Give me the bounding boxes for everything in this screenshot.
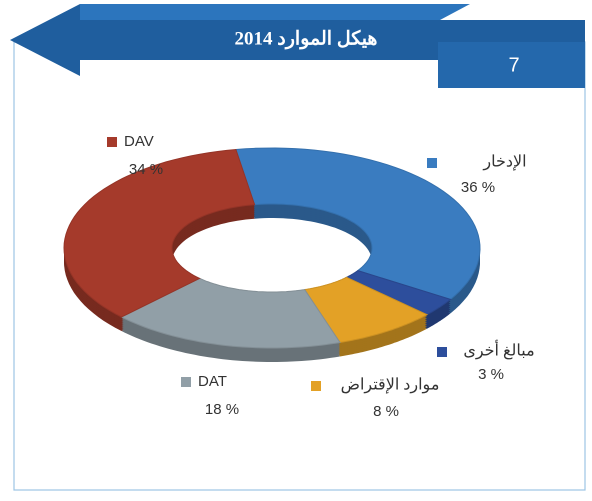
legend-label: DAV [124, 133, 154, 150]
legend-label: مبالغ أخرى [463, 340, 534, 360]
legend-swatch [437, 347, 447, 357]
value-label: 8 % [373, 403, 399, 420]
legend-swatch [107, 137, 117, 147]
legend-swatch [181, 377, 191, 387]
chart-title: هيكل الموارد 2014 [235, 28, 378, 49]
value-label: 36 % [461, 179, 495, 196]
legend-swatch [311, 381, 321, 391]
legend-label: الإدخار [482, 154, 526, 171]
page-number: 7 [508, 54, 519, 76]
page-box [438, 42, 585, 88]
legend-swatch [427, 158, 437, 168]
value-label: 34 % [129, 161, 163, 178]
value-label: 3 % [478, 366, 504, 383]
value-label: 18 % [205, 401, 239, 418]
slice [63, 148, 256, 318]
legend-label: DAT [198, 373, 227, 390]
banner-top [80, 4, 470, 20]
legend-label: موارد الإقتراض [341, 377, 440, 394]
